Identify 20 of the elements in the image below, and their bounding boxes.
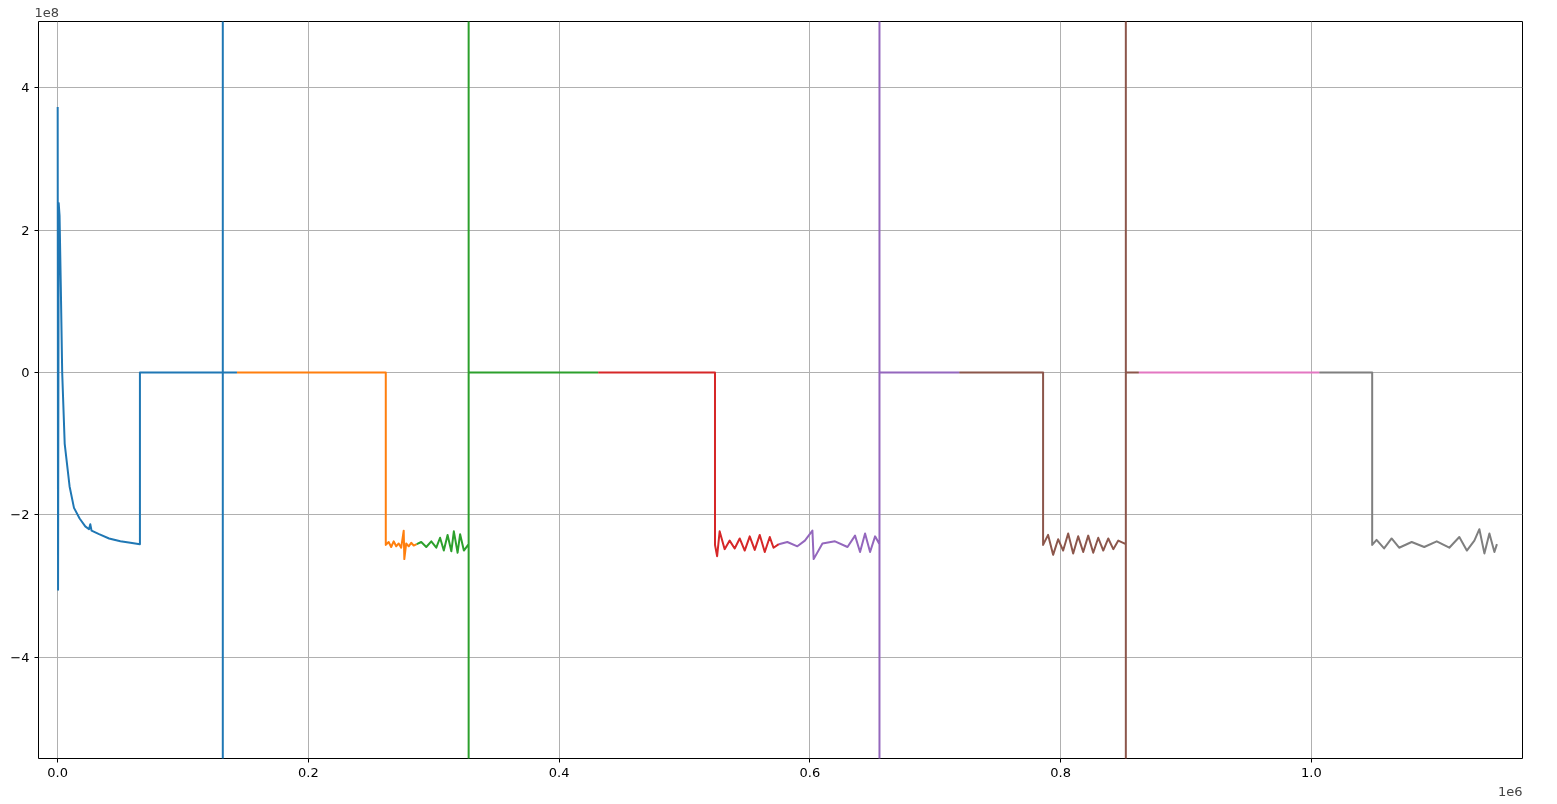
line-series bbox=[1318, 371, 1498, 555]
line-series bbox=[415, 21, 600, 759]
y-tick-label: 0 bbox=[21, 365, 30, 381]
y-tick-label: 2 bbox=[21, 222, 30, 238]
y-tick-label: −2 bbox=[10, 507, 30, 523]
x-tick-label: 1.0 bbox=[1301, 764, 1322, 780]
y-tick-label: −4 bbox=[10, 649, 30, 665]
text: 1e8 bbox=[34, 4, 60, 20]
x-tick-label: 0.4 bbox=[548, 764, 570, 780]
line-series bbox=[777, 21, 961, 759]
x-tick-label: 0.8 bbox=[1050, 764, 1071, 780]
x-tick-label: 0.0 bbox=[47, 764, 69, 780]
x-tick-label: 0.2 bbox=[298, 764, 319, 780]
text: 1e6 bbox=[1497, 783, 1523, 799]
line-series bbox=[235, 371, 418, 561]
line-series bbox=[56, 21, 238, 759]
y-tick-label: 4 bbox=[21, 80, 30, 96]
x-tick-label: 0.6 bbox=[799, 764, 821, 780]
line-series bbox=[597, 371, 780, 558]
line-series bbox=[958, 21, 1140, 759]
